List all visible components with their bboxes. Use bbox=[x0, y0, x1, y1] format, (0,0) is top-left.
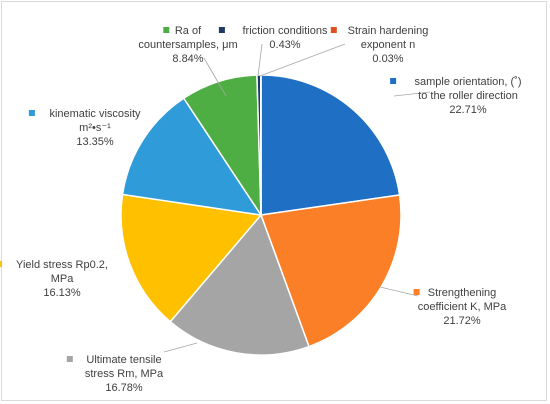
slice-value-7: 0.43% bbox=[269, 39, 300, 51]
slice-label-8: Strain hardening bbox=[348, 25, 429, 37]
data-label-2: Strengthening coefficient K, MPa 21.72% bbox=[413, 287, 507, 327]
slice-value-1: 22.71% bbox=[449, 104, 487, 116]
pie-slice-3 bbox=[169, 213, 310, 356]
pie-slice-2 bbox=[259, 194, 402, 348]
slice-value-5: 13.35% bbox=[76, 136, 114, 148]
legend-key-5 bbox=[28, 110, 35, 116]
slice-label-2: Strengthening bbox=[428, 287, 497, 299]
leader-line-1 bbox=[393, 91, 431, 97]
data-label-5: kinematic viscosity m²•s⁻¹ 13.35% bbox=[28, 108, 141, 148]
legend-key-1 bbox=[390, 78, 397, 84]
slice-label-8: exponent n bbox=[361, 39, 415, 51]
leader-line-2 bbox=[379, 286, 419, 297]
slice-value-6: 8.84% bbox=[172, 53, 203, 65]
slice-value-8: 0.03% bbox=[372, 53, 403, 65]
legend-key-7 bbox=[218, 27, 225, 33]
data-label-6: Ra of countersamples, μm 8.84% bbox=[138, 25, 237, 65]
slice-label-5: m²•s⁻¹ bbox=[79, 122, 111, 134]
data-label-7: friction conditions 0.43% bbox=[218, 25, 328, 51]
slice-label-6: countersamples, μm bbox=[138, 39, 237, 51]
slice-label-1: to the roller direction bbox=[418, 90, 518, 102]
legend-key-4 bbox=[0, 261, 2, 267]
pie-slice-1 bbox=[260, 74, 401, 216]
slice-label-6: Ra of bbox=[175, 25, 202, 37]
legend-key-2 bbox=[413, 289, 420, 295]
legend-key-8 bbox=[330, 27, 337, 33]
slice-label-5: kinematic viscosity bbox=[49, 108, 141, 120]
slice-label-7: friction conditions bbox=[243, 25, 328, 37]
data-label-1: sample orientation, (˚) to the roller dir… bbox=[390, 76, 522, 116]
pie-slices bbox=[120, 74, 402, 356]
legend-key-3 bbox=[66, 356, 73, 362]
leader-lines bbox=[163, 43, 431, 353]
slice-label-2: coefficient K, MPa bbox=[418, 301, 507, 313]
data-label-8: Strain hardening exponent n 0.03% bbox=[330, 25, 429, 65]
data-label-3: Ultimate tensile stress Rm, MPa 16.78% bbox=[66, 354, 164, 394]
leader-line-3 bbox=[163, 342, 198, 353]
slice-label-4: MPa bbox=[51, 273, 75, 285]
data-labels: sample orientation, (˚) to the roller dir… bbox=[0, 25, 522, 394]
slice-label-1: sample orientation, (˚) bbox=[415, 76, 522, 88]
slice-label-4: Yield stress Rp0.2, bbox=[16, 259, 108, 271]
leader-line-8 bbox=[259, 43, 346, 77]
data-label-4: Yield stress Rp0.2, MPa 16.13% bbox=[0, 259, 108, 299]
leader-line-6 bbox=[203, 57, 227, 97]
slice-value-4: 16.13% bbox=[43, 287, 81, 299]
slice-label-3: Ultimate tensile bbox=[86, 354, 161, 366]
pie-slice-4 bbox=[120, 193, 263, 323]
slice-value-3: 16.78% bbox=[105, 382, 143, 394]
leader-line-7 bbox=[257, 43, 263, 77]
slice-label-3: stress Rm, MPa bbox=[85, 368, 164, 380]
pie-slice-5 bbox=[121, 97, 263, 216]
slice-value-2: 21.72% bbox=[443, 315, 481, 327]
legend-key-6 bbox=[163, 27, 170, 33]
